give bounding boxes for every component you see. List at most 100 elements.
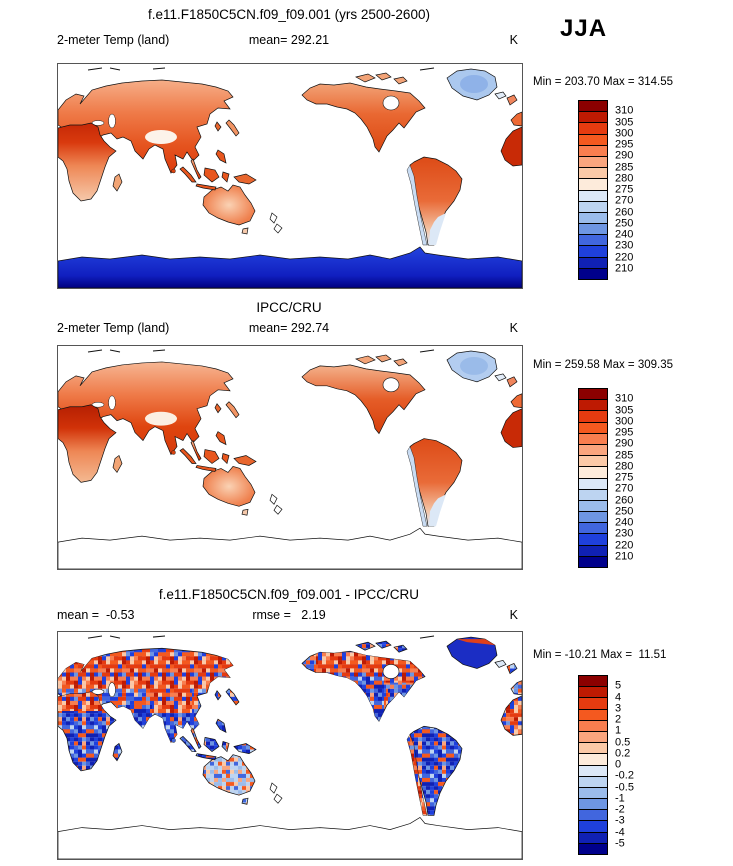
colorbar-tick-label: 280 [615,460,634,473]
colorbar-tick-label: 0.5 [615,736,631,748]
stats-row-diff: mean = -0.53 rmse = 2.19 K [57,608,521,624]
colorbar-tick-label: 290 [615,149,634,162]
colorbar-tick-label: 220 [615,251,634,263]
mean-value: mean = -0.53 [57,608,135,622]
colorbar-tick-label: 295 [615,426,634,439]
world-map-obs [58,346,522,569]
colorbar-tick-label: -5 [615,837,625,850]
colorbar-tick-label: 0.2 [615,747,631,760]
colorbar-segment [579,178,607,190]
map-obs [57,345,523,570]
colorbar-tick-label: -3 [615,814,625,827]
colorbar-segment [579,223,607,235]
colorbar-segment [579,686,607,698]
colorbar-tick-label: 305 [615,404,634,416]
colorbar-segment [579,820,607,832]
colorbar-tick-label: 250 [615,505,634,518]
world-map-model [58,64,522,288]
colorbar-segment [579,708,607,720]
colorbar-segment [579,742,607,754]
colorbar-segment [579,775,607,787]
colorbar-segment [579,555,607,567]
map-diff [57,631,523,860]
stats-row-obs: 2-meter Temp (land) mean= 292.74 K [57,321,521,337]
colorbar-segment [579,211,607,224]
minmax-model: Min = 203.70 Max = 314.55 [533,76,674,88]
colorbar-segment [579,122,607,134]
colorbar-segment [579,831,607,843]
units-label: K [509,33,518,47]
colorbar-segment [579,798,607,810]
colorbar-tick-label: -2 [615,803,625,816]
colorbar-tick-label: 300 [615,415,634,428]
colorbar-segment [579,155,607,168]
colorbar-segment [579,410,607,422]
colorbar-tick-label: 280 [615,172,634,185]
colorbar-segment [579,200,607,212]
colorbar-tick-label: 310 [615,104,634,117]
colorbar-tick-label: -4 [615,826,625,838]
colorbar-segment [579,477,607,489]
colorbar-segment [579,234,607,246]
colorbar-tick-label: 270 [615,482,634,495]
mean-value: mean= 292.21 [248,33,330,47]
colorbar-tick-label: 3 [615,702,622,715]
colorbar-obs: 310 305 300 295 290 285 280 275 270 260 250 240 230 2… [578,388,633,568]
colorbar-tick-label: 310 [615,392,634,405]
colorbar-segment [579,455,607,467]
colorbar-segment [579,522,607,534]
minmax-obs: Min = 259.58 Max = 309.35 [533,359,674,371]
units-label: K [509,321,518,335]
colorbar-segment [579,809,607,821]
colorbar-swatches [578,675,608,855]
colorbar-model: 310 305 300 295 290 285 280 275 270 260 250 240 230 2… [578,100,633,280]
colorbar-tick-label: 295 [615,138,634,151]
colorbar-segment [579,432,607,444]
colorbar-segment [579,167,607,179]
colorbar-swatches [578,100,608,280]
colorbar-tick-label: 1 [615,724,622,737]
colorbar-segment [579,389,607,400]
colorbar-tick-label: 250 [615,217,634,230]
colorbar-tick-label: -0.5 [615,781,634,793]
colorbar-segment [579,101,607,112]
colorbar-tick-label: 290 [615,437,634,450]
colorbar-segment [579,533,607,545]
colorbar-tick-label: 5 [615,679,622,692]
colorbar-segment [579,764,607,776]
colorbar-segment [579,466,607,478]
colorbar-segment [579,499,607,512]
colorbar-tick-label: -1 [615,792,625,805]
world-map-diff [58,632,522,859]
colorbar-segment [579,256,607,268]
colorbar-segment [579,842,607,854]
colorbar-tick-label: 260 [615,494,634,506]
colorbar-tick-label: 285 [615,449,634,461]
colorbar-tick-label: -0.2 [615,769,634,782]
colorbar-tick-label: 275 [615,471,634,484]
colorbar-segment [579,133,607,145]
colorbar-segment [579,144,607,156]
colorbar-tick-label: 240 [615,228,634,241]
minmax-diff: Min = -10.21 Max = 11.51 [533,649,667,661]
colorbar-tick-label: 230 [615,239,634,252]
colorbar-tick-label: 300 [615,127,634,140]
colorbar-segment [579,697,607,709]
diff-title: f.e11.F1850C5CN.f09_f09.001 - IPCC/CRU [158,587,420,602]
colorbar-segment [579,786,607,799]
obs-title: IPCC/CRU [256,300,322,315]
colorbar-segment [579,111,607,123]
colorbar-tick-label: 210 [615,262,634,275]
colorbar-tick-label: 285 [615,161,634,173]
colorbar-segment [579,245,607,257]
colorbar-segment [579,730,607,743]
main-title: f.e11.F1850C5CN.f09_f09.001 (yrs 2500-26… [148,7,430,22]
colorbar-tick-label: 0 [615,758,622,771]
colorbar-tick-label: 2 [615,713,622,726]
season-label: JJA [560,15,608,42]
colorbar-tick-label: 260 [615,206,634,218]
colorbar-tick-label: 275 [615,183,634,196]
colorbar-tick-label: 305 [615,116,634,128]
colorbar-tick-label: 210 [615,550,634,563]
